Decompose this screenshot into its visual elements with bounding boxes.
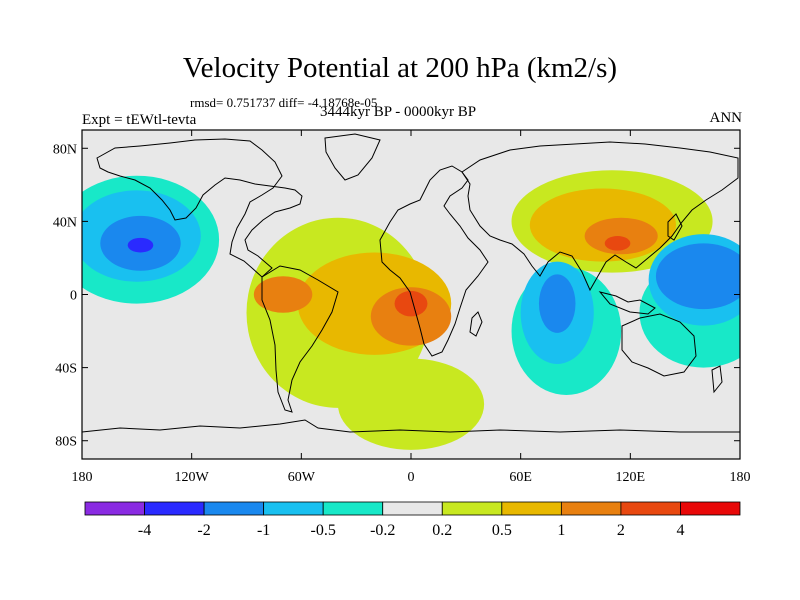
- coast-north-america: [96, 138, 303, 278]
- lat-tick-label-0: 80N: [53, 142, 77, 157]
- colorbar-label-9: 4: [676, 522, 684, 539]
- colorbar-label-0: -4: [138, 522, 151, 539]
- colorbar-label-5: 0.2: [432, 522, 452, 539]
- contour-region-18: [655, 243, 740, 310]
- lat-tick-label-1: 40N: [53, 215, 77, 230]
- latitude-axis: 80N 40N 0 40S 80S: [53, 142, 740, 450]
- colorbar-swatch-4: [322, 501, 384, 516]
- coast-maritime: [598, 291, 656, 315]
- coast-asia: [461, 141, 739, 292]
- lat-tick-label-3: 40S: [55, 362, 77, 377]
- lon-tick-label-0: 180: [72, 470, 93, 485]
- coast-south-america: [261, 265, 339, 413]
- contour-region-8: [394, 290, 428, 317]
- colorbar-swatch-5: [382, 501, 443, 516]
- chart-title: Velocity Potential at 200 hPa (km2/s): [182, 52, 618, 84]
- lon-tick-label-3: 0: [408, 470, 415, 485]
- coast-madagascar: [469, 311, 483, 337]
- coast-new-zealand: [711, 365, 723, 394]
- contour-region-17: [538, 274, 576, 333]
- colorbar-label-3: -0.5: [311, 522, 336, 539]
- lon-tick-label-1: 120W: [175, 470, 210, 485]
- coast-japan: [667, 213, 683, 241]
- lon-tick-label-6: 180: [730, 470, 751, 485]
- colorbar-swatch-10: [680, 501, 741, 516]
- colorbar-label-8: 2: [617, 522, 625, 539]
- lon-tick-label-5: 120E: [616, 470, 646, 485]
- colorbar-label-1: -2: [197, 522, 210, 539]
- period-label: 3444kyr BP - 0000kyr BP: [320, 104, 477, 120]
- colorbar-label-4: -0.2: [370, 522, 395, 539]
- longitude-axis: 180 120W 60W 0 60E 120E 180: [72, 130, 751, 485]
- colorbar-swatch-1: [144, 501, 205, 516]
- contour-region-5: [253, 276, 313, 313]
- colorbar-swatch-8: [560, 501, 622, 516]
- contour-region-19: [127, 237, 154, 253]
- contour-region-7: [584, 217, 658, 255]
- colorbar-swatch-9: [620, 501, 681, 516]
- colorbar-label-2: -1: [257, 522, 270, 539]
- colorbar-label-7: 1: [557, 522, 565, 539]
- lat-tick-label-4: 80S: [55, 435, 77, 450]
- lon-tick-label-4: 60E: [509, 470, 532, 485]
- colorbar-swatch-2: [203, 501, 265, 516]
- colorbar-swatch-7: [501, 501, 562, 516]
- coast-europe-africa: [379, 165, 489, 357]
- season-label: ANN: [709, 110, 743, 126]
- experiment-label: Expt = tEWtl-tevta: [82, 112, 197, 128]
- coast-greenland: [324, 133, 381, 181]
- contour-region-9: [604, 236, 631, 251]
- coastlines: [82, 133, 740, 433]
- lat-tick-label-2: 0: [70, 289, 77, 304]
- colorbar-swatch-3: [263, 501, 324, 516]
- contour-region-1: [337, 358, 485, 450]
- colorbar: -4 -2 -1 -0.5 -0.2 0.2 0.5 1 2 4: [84, 501, 741, 539]
- coast-australia: [621, 313, 697, 377]
- colorbar-swatch-6: [441, 501, 503, 516]
- colorbar-swatch-0: [84, 501, 145, 516]
- coast-antarctica: [82, 419, 740, 433]
- lon-tick-label-2: 60W: [288, 470, 316, 485]
- colorbar-label-6: 0.5: [492, 522, 512, 539]
- contour-fields: [82, 170, 740, 450]
- rmsd-stats: rmsd= 0.751737 diff= -4.18768e-05: [190, 95, 378, 110]
